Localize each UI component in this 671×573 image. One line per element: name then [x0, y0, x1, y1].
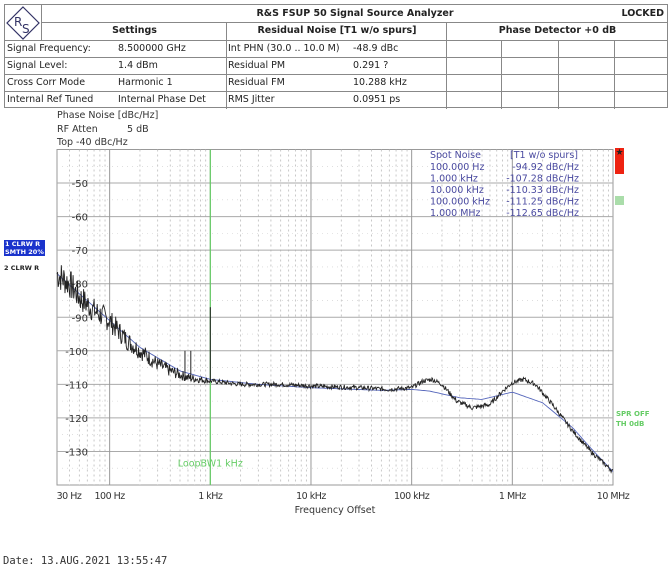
residual-title: Residual Noise [T1 w/o spurs] [257, 25, 417, 36]
x-axis-label: Frequency Offset [295, 505, 376, 516]
measurement-mode: Phase Noise [dBc/Hz] [57, 110, 159, 121]
phase-noise-chart: 30 Hz 100 Hz 1 kHz 10 kHz 100 kHz 1 MHz 10 MHz… [56, 149, 630, 516]
residual-value: 10.288 kHz [353, 77, 407, 88]
spot-noise-title: Spot Noise [430, 150, 481, 161]
spot-noise-value: -111.25 dBc/Hz [506, 197, 579, 208]
row-value: 8.500000 GHz [118, 43, 186, 54]
residual-label: Int PHN (30.0 .. 10.0 M) [228, 43, 340, 54]
x-tick-label: 10 kHz [296, 491, 326, 502]
spot-noise-frequency: 1.000 kHz [430, 174, 478, 185]
spot-noise-value: -112.65 dBc/Hz [506, 208, 579, 219]
y-tick-label: -110 [65, 380, 88, 391]
svg-text:S: S [22, 22, 30, 36]
residual-value: 0.0951 ps [353, 94, 401, 105]
row-label: Signal Frequency: [7, 43, 91, 54]
y-tick-label: -60 [72, 213, 88, 224]
residual-label: Residual FM [228, 77, 285, 88]
loop-bw-marker-label: LoopBW1 kHz [178, 459, 243, 470]
x-tick-label: 10 MHz [597, 491, 630, 502]
x-tick-label: 1 kHz [198, 491, 223, 502]
lock-status: LOCKED [621, 8, 665, 19]
row-label: Signal Level: [7, 60, 68, 71]
y-tick-label: -120 [65, 414, 88, 425]
trace2-legend[interactable]: 2 CLRW R [4, 264, 40, 272]
rf-atten-value: 5 dB [127, 124, 149, 135]
trace1-line [56, 265, 614, 474]
x-tick-label: 30 Hz [57, 491, 82, 502]
row-label: Internal Ref Tuned [7, 94, 94, 105]
x-tick-label: 100 kHz [394, 491, 430, 502]
y-tick-label: -50 [72, 179, 88, 190]
marker-red-box: ★ [615, 148, 624, 174]
trace1-label: 1 CLRW R [5, 240, 41, 248]
trace1-smoothing: SMTH 20% [5, 248, 44, 256]
phase-detector-title: Phase Detector +0 dB [498, 25, 617, 36]
x-tick-label: 100 Hz [94, 491, 125, 502]
spot-noise-value: -110.33 dBc/Hz [506, 185, 579, 196]
spot-noise-value: -94.92 dBc/Hz [512, 162, 579, 173]
rf-atten-label: RF Atten [57, 124, 98, 135]
y-tick-label: -70 [72, 246, 88, 257]
residual-label: Residual PM [228, 60, 286, 71]
y-tick-label: -90 [72, 313, 88, 324]
svg-text:R: R [14, 15, 22, 29]
row-value: 1.4 dBm [118, 60, 158, 71]
spot-noise-frequency: 100.000 Hz [430, 162, 484, 173]
row-value: Harmonic 1 [118, 77, 173, 88]
row-label: Cross Corr Mode [7, 77, 86, 88]
y-tick-label: -100 [65, 347, 88, 358]
spur-status: SPR OFF TH 0dB [616, 409, 650, 429]
residual-value: 0.291 ? [353, 60, 389, 71]
marker-green-box [615, 196, 624, 205]
spot-noise-column: [T1 w/o spurs] [510, 150, 578, 161]
trace1-legend[interactable]: 1 CLRW R SMTH 20% [4, 240, 45, 256]
spur-off-label: SPR OFF [616, 410, 650, 418]
window-title: R&S FSUP 50 Signal Source Analyzer [256, 8, 454, 19]
spot-noise-value: -107.28 dBc/Hz [506, 174, 579, 185]
residual-value: -48.9 dBc [353, 43, 399, 54]
settings-title: Settings [112, 25, 157, 36]
spot-noise-frequency: 100.000 kHz [430, 197, 490, 208]
spot-noise-frequency: 1.000 MHz [430, 208, 481, 219]
trace2-line [56, 273, 614, 472]
y-tick-label: -80 [72, 280, 88, 291]
row-value: Internal Phase Det [118, 94, 206, 105]
reference-level: Top -40 dBc/Hz [57, 137, 128, 148]
residual-label: RMS Jitter [228, 94, 275, 105]
date-stamp: Date: 13.AUG.2021 13:55:47 [3, 555, 168, 567]
spot-noise-frequency: 10.000 kHz [430, 185, 484, 196]
threshold-label: TH 0dB [616, 420, 645, 428]
x-tick-label: 1 MHz [499, 491, 526, 502]
y-tick-label: -130 [65, 447, 88, 458]
